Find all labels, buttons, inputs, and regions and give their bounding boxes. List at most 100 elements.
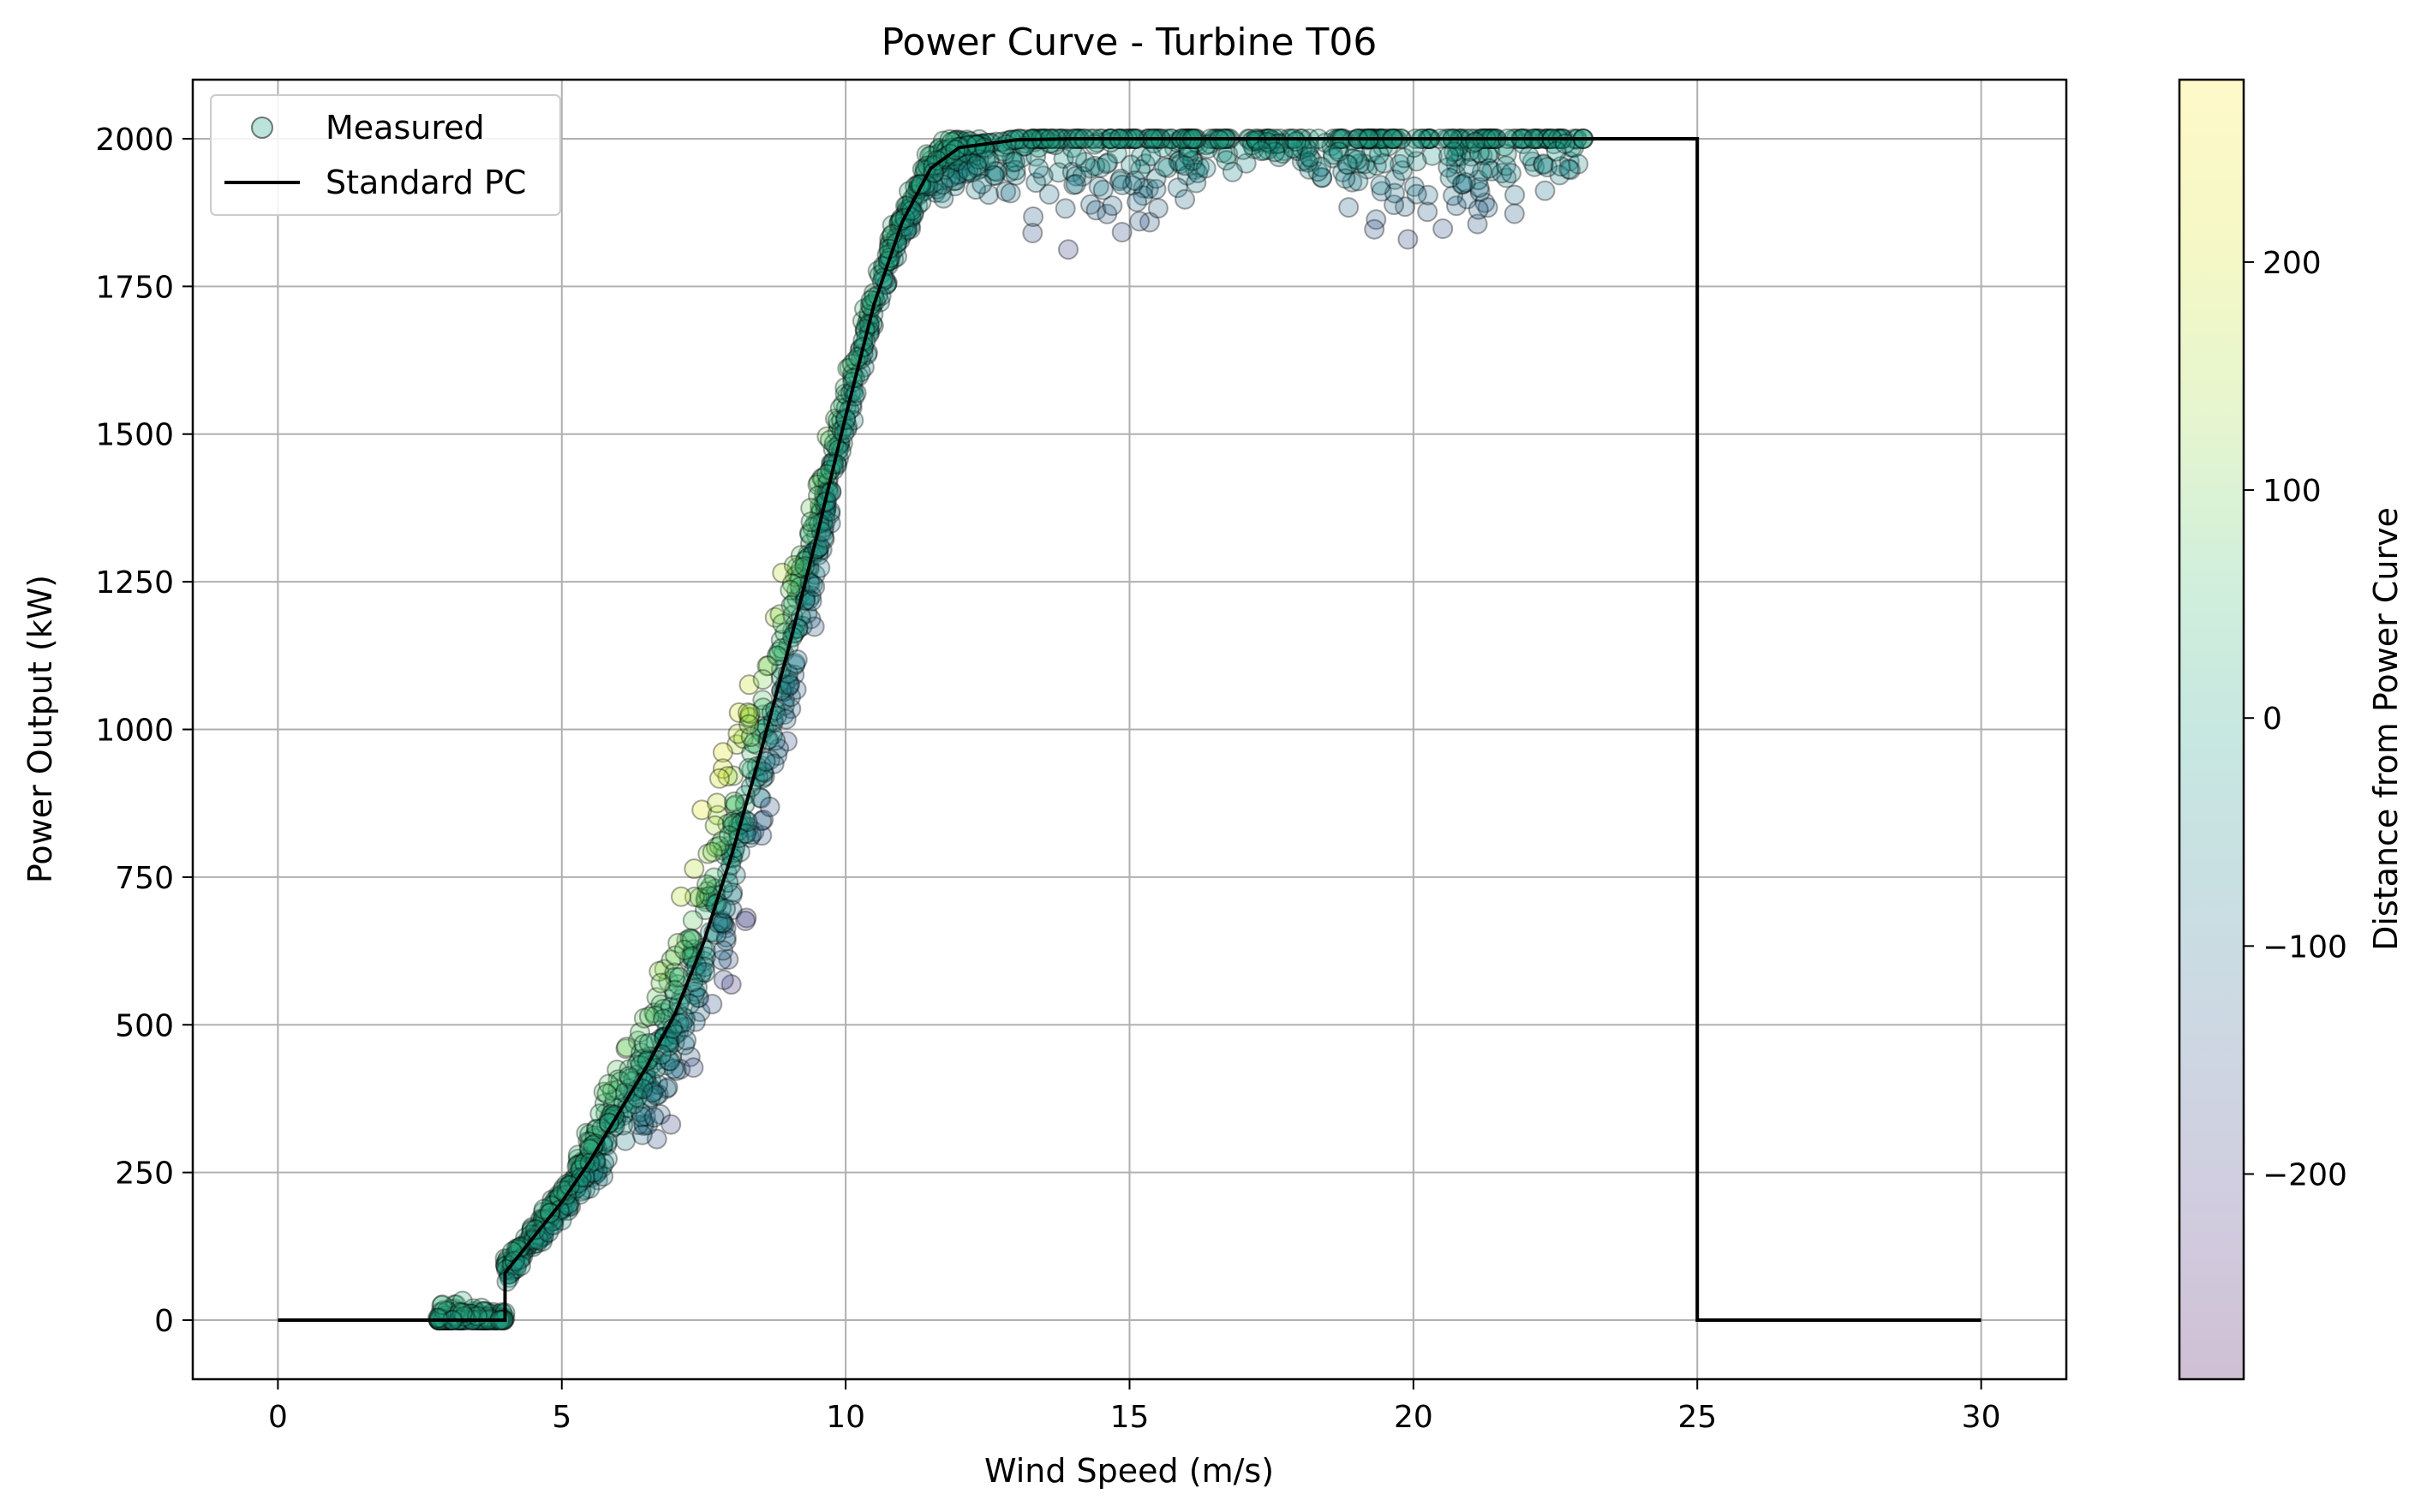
measured-point [1394, 147, 1415, 169]
measured-point [451, 1307, 472, 1328]
measured-point [757, 655, 779, 676]
measured-point [637, 1115, 658, 1136]
measured-point [432, 1294, 453, 1316]
measured-point [1438, 157, 1459, 178]
measured-point [1022, 223, 1043, 243]
measured-point [658, 971, 679, 992]
measured-point [984, 165, 1006, 186]
y-tick-label: 1500 [95, 418, 174, 453]
measured-point [664, 966, 685, 988]
measured-point [785, 566, 806, 588]
measured-point [1061, 161, 1083, 182]
measured-point [1537, 157, 1558, 178]
measured-point [948, 158, 970, 180]
measured-point [1063, 174, 1085, 195]
measured-point [1097, 152, 1119, 173]
measured-point [607, 1079, 629, 1101]
measured-point [696, 881, 718, 902]
measured-point [512, 1246, 534, 1268]
measured-point [708, 835, 730, 857]
measured-point [774, 695, 795, 716]
measured-point [1533, 154, 1554, 176]
measured-point [653, 998, 674, 1019]
measured-point [975, 148, 996, 169]
measured-point [1001, 146, 1023, 168]
measured-point [711, 949, 732, 971]
measured-point [1468, 142, 1490, 164]
measured-point [968, 159, 989, 181]
measured-point [690, 1001, 711, 1023]
measured-point [759, 796, 780, 817]
measured-point [715, 898, 737, 919]
measured-point [728, 702, 750, 723]
measured-point [1175, 188, 1196, 210]
measured-point [630, 1022, 650, 1043]
measured-point [586, 1119, 607, 1140]
measured-point [509, 1249, 530, 1270]
measured-point [1102, 195, 1123, 217]
measured-point [765, 730, 786, 751]
measured-point [570, 1184, 590, 1205]
colorbar-tick-label: 0 [2263, 702, 2282, 737]
measured-point [675, 1008, 696, 1029]
measured-point [567, 1148, 589, 1169]
measured-point [575, 1179, 596, 1200]
measured-point [550, 1188, 571, 1209]
measured-point [777, 731, 798, 752]
measured-point [1370, 175, 1391, 196]
measured-point [656, 1078, 678, 1099]
measured-point [780, 579, 801, 601]
measured-point [718, 949, 739, 970]
measured-point [752, 690, 774, 711]
measured-point [1195, 158, 1216, 179]
measured-point [1468, 199, 1489, 220]
legend-standard-pc-label: Standard PC [326, 164, 526, 201]
measured-point [1246, 130, 1266, 152]
measured-point [1074, 152, 1096, 173]
measured-point [640, 1086, 661, 1108]
measured-point [1140, 146, 1162, 167]
measured-point [955, 163, 977, 184]
measured-point [1176, 164, 1198, 186]
measured-point [1469, 182, 1491, 202]
measured-point [1212, 142, 1234, 164]
measured-point [1378, 135, 1399, 157]
measured-point [577, 1131, 599, 1152]
measured-point [674, 1034, 696, 1055]
measured-point [670, 1059, 691, 1080]
measured-point [431, 1294, 452, 1316]
measured-point [1384, 194, 1405, 216]
measured-point [1321, 135, 1342, 157]
measured-point [1364, 218, 1385, 240]
measured-point [558, 1175, 579, 1197]
measured-point [953, 157, 974, 178]
measured-point [588, 1159, 609, 1180]
measured-point [571, 1157, 592, 1179]
measured-point [671, 886, 691, 907]
measured-point [936, 167, 957, 188]
measured-point [613, 1115, 634, 1136]
legend: Measured Standard PC [210, 94, 561, 216]
measured-point [579, 1124, 601, 1145]
measured-point [739, 703, 761, 725]
measured-point [1332, 161, 1354, 182]
measured-point [660, 1050, 681, 1072]
measured-point [1481, 160, 1503, 182]
measured-point [1384, 182, 1405, 204]
measured-point [957, 143, 978, 164]
measured-point [689, 987, 709, 1008]
measured-point [775, 708, 797, 730]
measured-point [1246, 130, 1267, 152]
measured-point [540, 1202, 561, 1223]
measured-point [648, 1073, 668, 1095]
measured-point [769, 604, 791, 625]
measured-point [933, 188, 954, 209]
measured-point [676, 930, 697, 951]
measured-point [738, 674, 760, 696]
measured-point [738, 706, 760, 727]
colorbar-tick-label: 100 [2263, 474, 2322, 509]
measured-point [1025, 172, 1047, 194]
measured-point [672, 1013, 693, 1034]
measured-point [1568, 153, 1589, 175]
measured-point [1085, 200, 1107, 221]
